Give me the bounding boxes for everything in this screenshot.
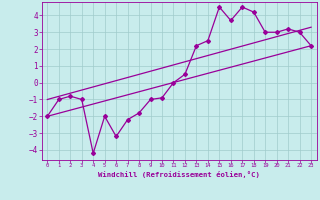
X-axis label: Windchill (Refroidissement éolien,°C): Windchill (Refroidissement éolien,°C) xyxy=(98,171,260,178)
